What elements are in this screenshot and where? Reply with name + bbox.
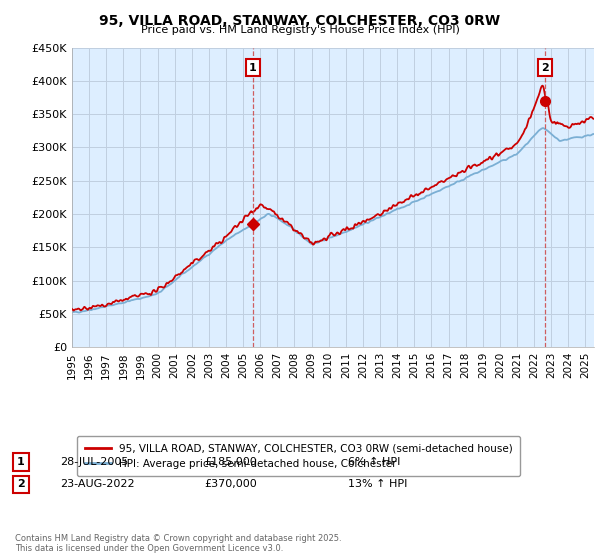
Text: Price paid vs. HM Land Registry's House Price Index (HPI): Price paid vs. HM Land Registry's House …	[140, 25, 460, 35]
Text: £185,000: £185,000	[204, 457, 257, 467]
Text: 95, VILLA ROAD, STANWAY, COLCHESTER, CO3 0RW: 95, VILLA ROAD, STANWAY, COLCHESTER, CO3…	[100, 14, 500, 28]
Text: 28-JUL-2005: 28-JUL-2005	[60, 457, 128, 467]
Text: 1: 1	[249, 63, 257, 73]
Text: 1: 1	[17, 457, 25, 467]
Legend: 95, VILLA ROAD, STANWAY, COLCHESTER, CO3 0RW (semi-detached house), HPI: Average: 95, VILLA ROAD, STANWAY, COLCHESTER, CO3…	[77, 436, 520, 476]
Text: £370,000: £370,000	[204, 479, 257, 489]
Text: Contains HM Land Registry data © Crown copyright and database right 2025.
This d: Contains HM Land Registry data © Crown c…	[15, 534, 341, 553]
Text: 2: 2	[17, 479, 25, 489]
Text: 23-AUG-2022: 23-AUG-2022	[60, 479, 134, 489]
Text: 13% ↑ HPI: 13% ↑ HPI	[348, 479, 407, 489]
Text: 2: 2	[541, 63, 549, 73]
Text: 6% ↑ HPI: 6% ↑ HPI	[348, 457, 400, 467]
